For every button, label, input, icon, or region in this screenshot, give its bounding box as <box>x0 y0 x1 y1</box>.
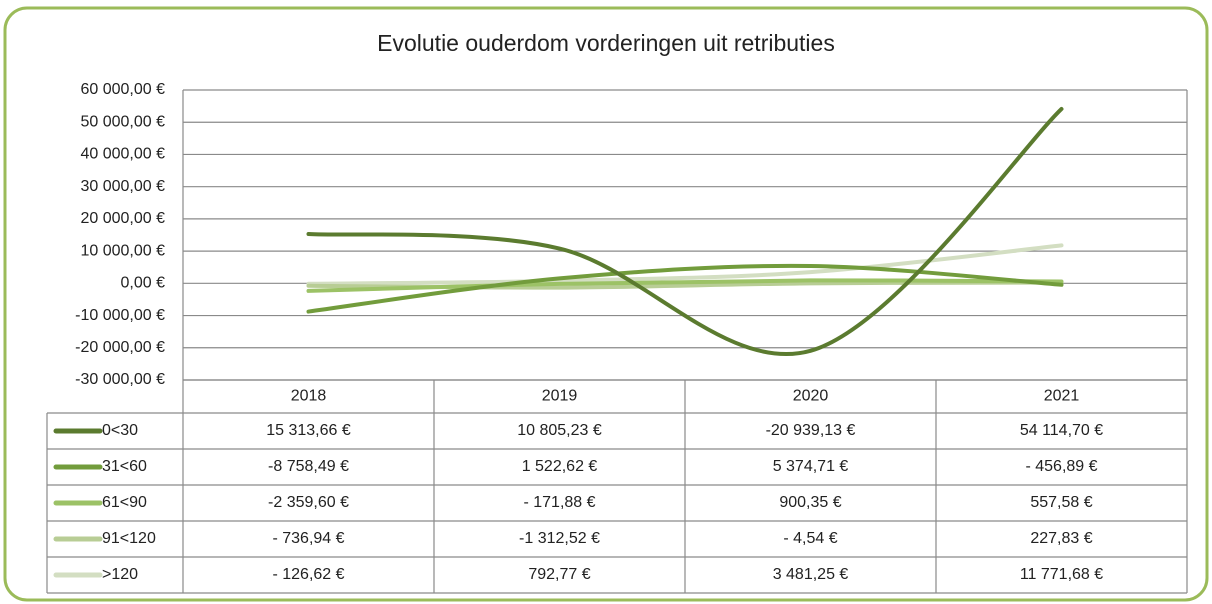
table-value: -1 312,52 € <box>519 530 600 547</box>
table-value: 10 805,23 € <box>517 422 602 439</box>
table-value: 227,83 € <box>1030 530 1092 547</box>
y-tick-label: 20 000,00 € <box>80 210 165 227</box>
legend-label: >120 <box>102 566 138 583</box>
y-tick-label: 40 000,00 € <box>80 146 165 163</box>
table-value: - 126,62 € <box>272 566 344 583</box>
table-value: 11 771,68 € <box>1020 566 1103 583</box>
y-tick-label: 30 000,00 € <box>80 178 165 195</box>
y-tick-label: -20 000,00 € <box>75 339 165 356</box>
x-tick-label: 2020 <box>793 388 829 405</box>
y-tick-label: -30 000,00 € <box>75 371 165 388</box>
legend-label: 0<30 <box>102 422 138 439</box>
table-value: 1 522,62 € <box>522 458 598 475</box>
x-tick-label: 2018 <box>291 388 327 405</box>
table-value: -8 758,49 € <box>268 458 349 475</box>
x-tick-label: 2021 <box>1044 388 1080 405</box>
series-line <box>306 278 1064 293</box>
y-tick-label: 60 000,00 € <box>80 81 165 98</box>
legend-label: 31<60 <box>102 458 147 475</box>
table-value: 900,35 € <box>779 494 841 511</box>
table-value: - 736,94 € <box>272 530 344 547</box>
y-tick-label: -10 000,00 € <box>75 307 165 324</box>
chart-title: Evolutie ouderdom vorderingen uit retrib… <box>377 30 835 56</box>
y-tick-label: 10 000,00 € <box>80 242 165 259</box>
legend-label: 91<120 <box>102 530 156 547</box>
table-value: -2 359,60 € <box>268 494 349 511</box>
y-tick-label: 0,00 € <box>121 275 166 292</box>
table-value: 792,77 € <box>528 566 590 583</box>
legend-label: 61<90 <box>102 494 147 511</box>
table-value: - 4,54 € <box>783 530 837 547</box>
x-tick-label: 2019 <box>542 388 578 405</box>
series-line <box>306 106 1064 357</box>
series-line <box>306 263 1064 314</box>
chart-border <box>3 6 1209 602</box>
y-tick-label: 50 000,00 € <box>80 113 165 130</box>
series-line <box>306 243 1064 286</box>
table-value: 3 481,25 € <box>773 566 849 583</box>
table-value: 557,58 € <box>1030 494 1092 511</box>
table-value: 5 374,71 € <box>773 458 849 475</box>
table-value: -20 939,13 € <box>766 422 856 439</box>
table-value: - 456,89 € <box>1025 458 1097 475</box>
table-value: - 171,88 € <box>523 494 595 511</box>
table-value: 54 114,70 € <box>1020 422 1103 439</box>
table-value: 15 313,66 € <box>266 422 351 439</box>
